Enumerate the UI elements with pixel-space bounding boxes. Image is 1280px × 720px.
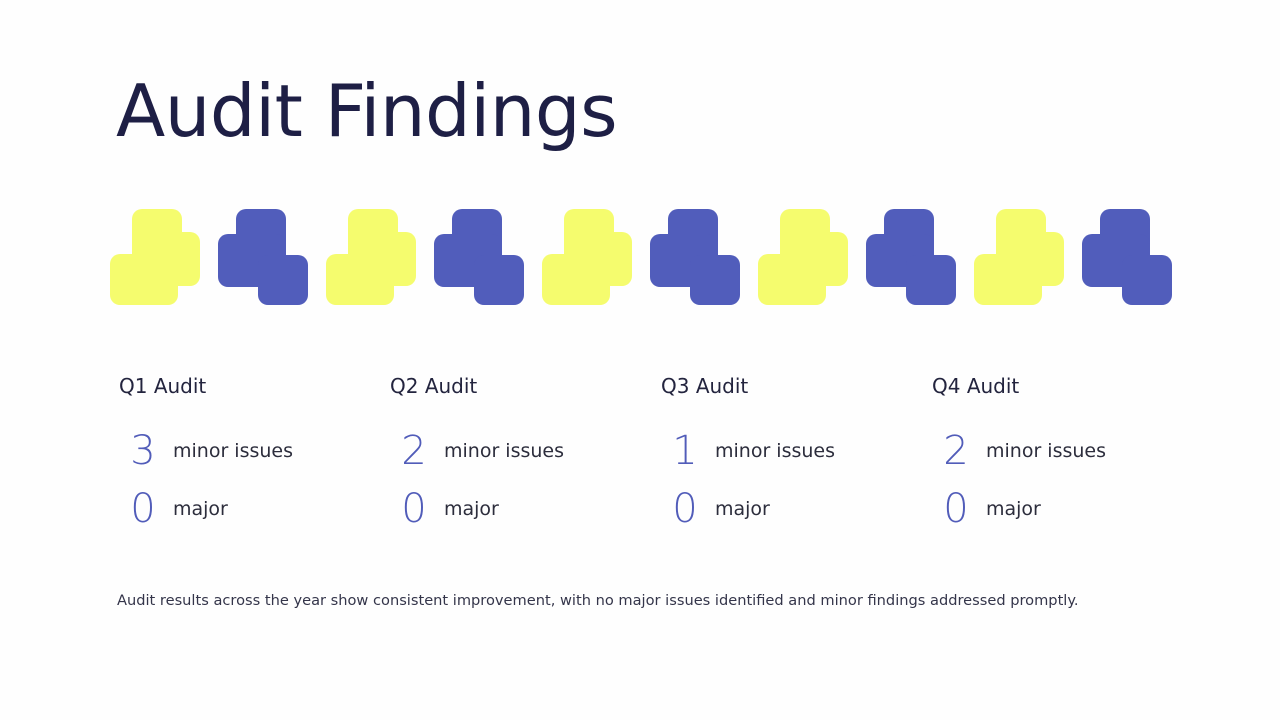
yellow-block-shape-icon <box>326 209 416 305</box>
quarter-q2: Q2 Audit 2 minor issues 0 major <box>390 372 650 532</box>
minor-count: 2 <box>943 428 969 474</box>
major-issues-stat: 0 major <box>661 484 921 534</box>
minor-count: 2 <box>401 428 427 474</box>
quarter-heading: Q4 Audit <box>932 374 1020 398</box>
major-count: 0 <box>672 486 698 532</box>
summary-text: Audit results across the year show consi… <box>117 592 1079 609</box>
shape-segment <box>758 254 826 305</box>
major-label: major <box>715 498 770 520</box>
quarter-q3: Q3 Audit 1 minor issues 0 major <box>661 372 921 532</box>
major-issues-stat: 0 major <box>932 484 1192 534</box>
major-issues-stat: 0 major <box>119 484 379 534</box>
shape-segment <box>542 254 610 305</box>
minor-label: minor issues <box>173 440 294 462</box>
shape-segment <box>326 254 394 305</box>
shape-segment <box>110 254 178 305</box>
major-label: major <box>173 498 228 520</box>
major-count: 0 <box>130 486 156 532</box>
quarter-heading: Q1 Audit <box>119 374 207 398</box>
minor-label: minor issues <box>444 440 565 462</box>
major-count: 0 <box>943 486 969 532</box>
minor-issues-stat: 3 minor issues <box>119 426 379 476</box>
minor-count: 3 <box>130 428 156 474</box>
blue-block-shape-icon <box>866 209 956 305</box>
shape-segment <box>1122 255 1172 305</box>
yellow-block-shape-icon <box>974 209 1064 305</box>
yellow-block-shape-icon <box>110 209 200 305</box>
decorative-shape-row <box>110 209 1172 305</box>
minor-count: 1 <box>672 428 698 474</box>
quarter-q4: Q4 Audit 2 minor issues 0 major <box>932 372 1192 532</box>
blue-block-shape-icon <box>650 209 740 305</box>
shape-segment <box>258 255 308 305</box>
major-label: major <box>444 498 499 520</box>
minor-label: minor issues <box>986 440 1107 462</box>
quarter-q1: Q1 Audit 3 minor issues 0 major <box>119 372 379 532</box>
page-title: Audit Findings <box>116 69 618 153</box>
minor-issues-stat: 2 minor issues <box>390 426 650 476</box>
major-label: major <box>986 498 1041 520</box>
minor-issues-stat: 2 minor issues <box>932 426 1192 476</box>
minor-issues-stat: 1 minor issues <box>661 426 921 476</box>
shape-segment <box>474 255 524 305</box>
minor-label: minor issues <box>715 440 836 462</box>
blue-block-shape-icon <box>434 209 524 305</box>
yellow-block-shape-icon <box>758 209 848 305</box>
quarter-heading: Q3 Audit <box>661 374 749 398</box>
shape-segment <box>906 255 956 305</box>
quarter-heading: Q2 Audit <box>390 374 478 398</box>
yellow-block-shape-icon <box>542 209 632 305</box>
blue-block-shape-icon <box>218 209 308 305</box>
major-issues-stat: 0 major <box>390 484 650 534</box>
shape-segment <box>974 254 1042 305</box>
major-count: 0 <box>401 486 427 532</box>
blue-block-shape-icon <box>1082 209 1172 305</box>
shape-segment <box>690 255 740 305</box>
